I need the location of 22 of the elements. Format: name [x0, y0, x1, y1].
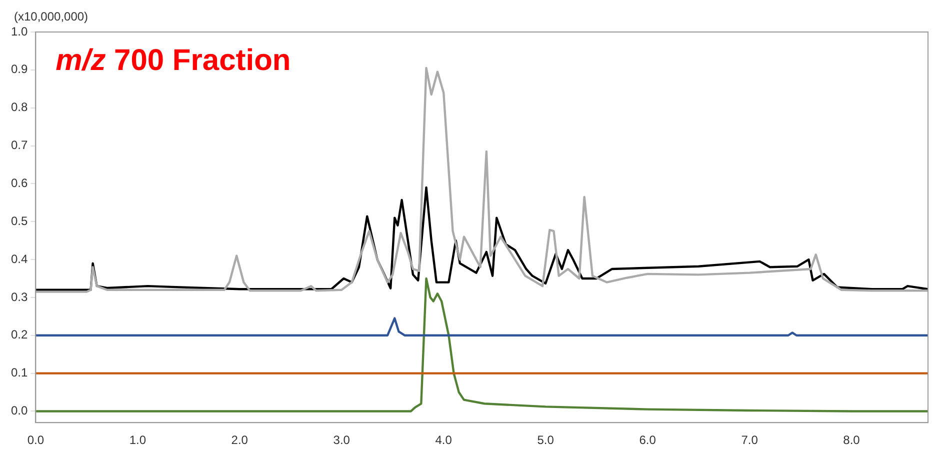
x-tick-label: 2.0: [231, 433, 248, 448]
y-tick-label: 0.5: [10, 214, 28, 228]
y-tick-label: 0.3: [10, 290, 28, 304]
x-tick-label: 3.0: [333, 433, 350, 448]
x-tick-label: 1.0: [129, 433, 146, 448]
y-tick-label: 0.8: [10, 100, 28, 114]
x-tick-label: 4.0: [435, 433, 452, 448]
y-axis-title: (x10,000,000): [14, 9, 88, 24]
x-tick-label: 0.0: [27, 433, 44, 448]
y-tick-label: 0.9: [10, 62, 28, 76]
x-tick-label: 6.0: [639, 433, 656, 448]
y-tick-label: 0.1: [10, 366, 28, 380]
y-tick-label: 0.0: [10, 404, 28, 418]
y-tick-label: 1.0: [10, 24, 28, 38]
y-tick-label: 0.4: [10, 252, 28, 266]
chart-title: m/z 700 Fraction: [56, 44, 291, 77]
y-tick-label: 0.2: [10, 328, 28, 342]
y-tick-label: 0.6: [10, 176, 28, 190]
x-tick-label: 8.0: [843, 433, 860, 448]
y-tick-label: 0.7: [10, 138, 28, 152]
x-tick-label: 7.0: [741, 433, 758, 448]
x-tick-label: 5.0: [537, 433, 554, 448]
